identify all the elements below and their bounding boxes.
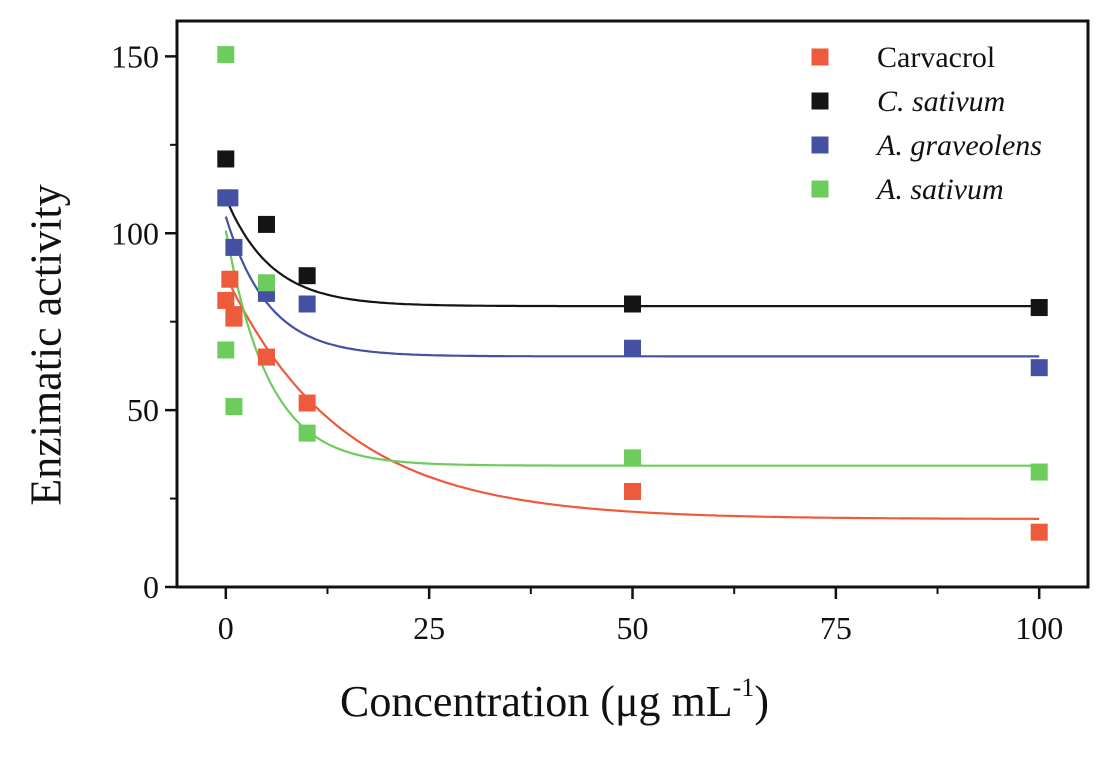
x-axis-title-main: Concentration (μg mL — [340, 677, 733, 726]
x-tick-label: 25 — [413, 610, 445, 646]
data-point — [225, 238, 243, 256]
data-point — [221, 270, 239, 288]
fit-curves — [224, 197, 1040, 520]
legend-marker — [811, 180, 829, 198]
x-tick-label: 50 — [617, 610, 649, 646]
y-axis-title: Enzimatic activity — [21, 184, 71, 506]
data-point — [217, 46, 235, 64]
data-point — [624, 295, 641, 313]
data-point — [624, 482, 641, 500]
data-point — [217, 291, 235, 309]
data-point — [257, 215, 275, 233]
x-tick-label: 0 — [218, 610, 234, 646]
y-axis: 0 50 100 150 — [111, 38, 177, 605]
fit-curve — [224, 197, 1040, 308]
legend-label: A. graveolens — [875, 129, 1042, 162]
data-point — [225, 309, 243, 327]
legend-marker — [811, 48, 829, 66]
fit-curve — [224, 216, 1040, 358]
y-tick-label: 100 — [111, 215, 159, 251]
data-point — [225, 398, 243, 416]
data-points — [217, 46, 1048, 541]
y-tick-label: 0 — [143, 569, 159, 605]
fit-curve — [224, 275, 1040, 520]
x-axis: 0 25 50 75 100 — [218, 587, 1063, 646]
x-axis-title-superscript: -1 — [732, 673, 755, 703]
y-tick-label: 50 — [127, 392, 159, 428]
legend-label: A. sativum — [875, 173, 1004, 206]
x-axis-title: Concentration (μg mL-1) — [0, 673, 1109, 727]
data-point — [1030, 463, 1048, 481]
data-point — [298, 394, 316, 412]
x-axis-title-close: ) — [754, 677, 769, 726]
y-tick-label: 150 — [111, 38, 159, 74]
data-point — [1030, 523, 1048, 541]
data-point — [298, 295, 316, 313]
legend-marker — [811, 136, 829, 154]
x-tick-label: 100 — [1015, 610, 1063, 646]
legend-label: C. sativum — [877, 85, 1005, 118]
legend: Carvacrol C. sativum A. graveolens A. sativ… — [811, 41, 1042, 206]
data-point — [1030, 299, 1048, 317]
data-point — [217, 341, 235, 359]
legend-marker — [811, 92, 829, 110]
data-point — [624, 339, 641, 357]
legend-label: Carvacrol — [877, 41, 995, 74]
data-point — [298, 424, 316, 442]
data-point — [221, 189, 239, 207]
data-point — [217, 150, 235, 168]
data-point — [298, 267, 316, 285]
data-point — [257, 348, 275, 366]
data-point — [1030, 359, 1048, 377]
data-point — [624, 449, 641, 467]
data-point — [257, 274, 275, 292]
x-tick-label: 75 — [820, 610, 852, 646]
